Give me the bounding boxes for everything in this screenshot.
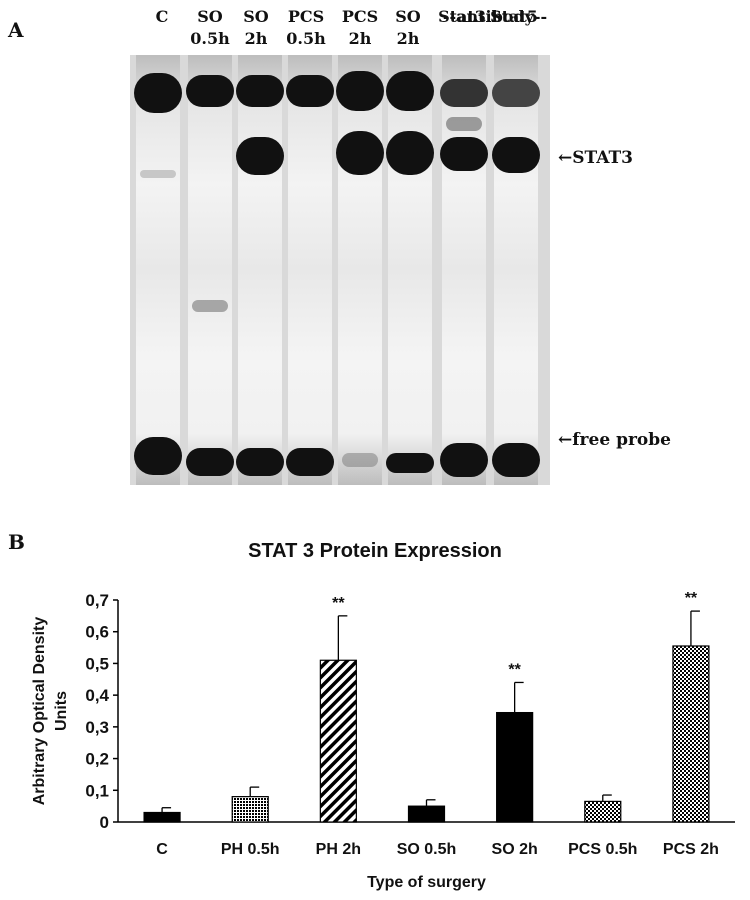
free-probe-band <box>440 443 488 477</box>
y-tick-label: 0,7 <box>85 591 109 610</box>
gel-lane <box>186 55 234 485</box>
bar <box>496 711 534 823</box>
lane-label-line1: PCS <box>287 7 325 26</box>
lane-label: PCS 2h <box>330 6 390 50</box>
stat3-band <box>236 137 284 175</box>
lane-label-line1: SO <box>197 7 223 26</box>
significance-marker: ** <box>685 590 698 607</box>
band-smear <box>446 117 482 131</box>
y-tick-label: 0,5 <box>85 654 109 673</box>
y-tick-label: 0 <box>100 813 109 832</box>
free-probe-band-label: ←free probe <box>558 430 671 450</box>
y-tick-label: 0,3 <box>85 718 109 737</box>
significance-marker: ** <box>508 661 521 678</box>
bar <box>584 800 622 823</box>
x-tick-label: SO 0.5h <box>397 841 457 858</box>
significance-marker: ** <box>332 595 345 612</box>
panel-label-a: A <box>8 18 24 42</box>
y-tick-label: 0,2 <box>85 750 109 769</box>
x-tick-label: PCS 2h <box>663 841 719 858</box>
stat3-band-label: ←STAT3 <box>558 148 633 168</box>
gel-lane <box>440 55 488 485</box>
top-band <box>336 71 384 111</box>
bar <box>407 805 446 823</box>
lane-label-antibody: --antibody-- <box>430 6 560 28</box>
bar-chart: 0 0,1 0,2 0,3 0,4 0,5 0,6 0,7 C PH 0.5h ** PH 2h SO … <box>31 590 735 891</box>
top-band <box>386 71 434 111</box>
gel-lane <box>134 55 182 485</box>
lane-label-line1: PCS <box>341 7 379 26</box>
gel-lane <box>492 55 540 485</box>
lane-label: SO 2h <box>226 6 286 50</box>
stat3-band <box>336 131 384 175</box>
lane-label-line2: Stat3 <box>438 7 486 26</box>
lane-label-line1: C <box>155 7 169 26</box>
x-tick-label: SO 2h <box>492 841 538 858</box>
free-probe-band <box>186 448 234 476</box>
lane-label-line2: Stat5 <box>490 7 538 26</box>
top-band <box>236 75 284 107</box>
lane-label-line1: SO <box>395 7 421 26</box>
gel-lane <box>336 55 384 485</box>
stat3-band <box>492 137 540 173</box>
x-tick-label: PH 2h <box>316 841 361 858</box>
gel-lane <box>286 55 334 485</box>
top-band <box>440 79 488 107</box>
free-probe-band <box>236 448 284 476</box>
x-tick-label: C <box>156 841 168 858</box>
free-probe-band <box>492 443 540 477</box>
y-tick-label: 0,1 <box>85 781 109 800</box>
lane-label-line2: 2h <box>244 29 268 48</box>
gel-image <box>130 55 550 485</box>
gel-lane <box>386 55 434 485</box>
x-axis-title: Type of surgery <box>367 874 486 891</box>
bar <box>143 811 181 823</box>
lane-label: SO 0.5h <box>180 6 240 50</box>
lane-label: SO 2h <box>378 6 438 50</box>
bar <box>319 659 357 823</box>
lane-label-line1: --antibody-- <box>442 7 548 26</box>
lane-label: PCS 0.5h <box>276 6 336 50</box>
y-tick-label: 0,4 <box>85 686 109 705</box>
stat3-band <box>386 131 434 175</box>
y-tick-label: 0,6 <box>85 623 109 642</box>
lane-label-line2: 2h <box>396 29 420 48</box>
lane-label-line1: SO <box>243 7 269 26</box>
lane-label-line2: 2h <box>348 29 372 48</box>
free-probe-band <box>286 448 334 476</box>
y-axis-title: Units <box>53 691 70 731</box>
lane-label-line2: 0.5h <box>190 29 230 48</box>
bar <box>231 796 269 823</box>
top-band <box>134 73 182 113</box>
gel-lane <box>236 55 284 485</box>
band-smear <box>140 170 176 178</box>
chart-title: STAT 3 Protein Expression <box>248 540 502 562</box>
top-band <box>186 75 234 107</box>
x-tick-label: PH 0.5h <box>221 841 280 858</box>
stat3-band <box>440 137 488 171</box>
lane-label: C <box>132 6 192 28</box>
top-band <box>492 79 540 107</box>
bar <box>672 645 710 823</box>
lane-label: Stat3 <box>432 6 492 28</box>
panel-label-b: B <box>8 530 25 554</box>
free-probe-band <box>134 437 182 475</box>
band-smear <box>342 453 378 467</box>
lane-label: Stat5 <box>484 6 544 28</box>
lane-label-line2: 0.5h <box>286 29 326 48</box>
free-probe-band <box>386 453 434 473</box>
top-band <box>286 75 334 107</box>
band-smear <box>192 300 228 312</box>
y-axis-title: Arbitrary Optical Density <box>31 617 48 806</box>
x-tick-label: PCS 0.5h <box>568 841 637 858</box>
